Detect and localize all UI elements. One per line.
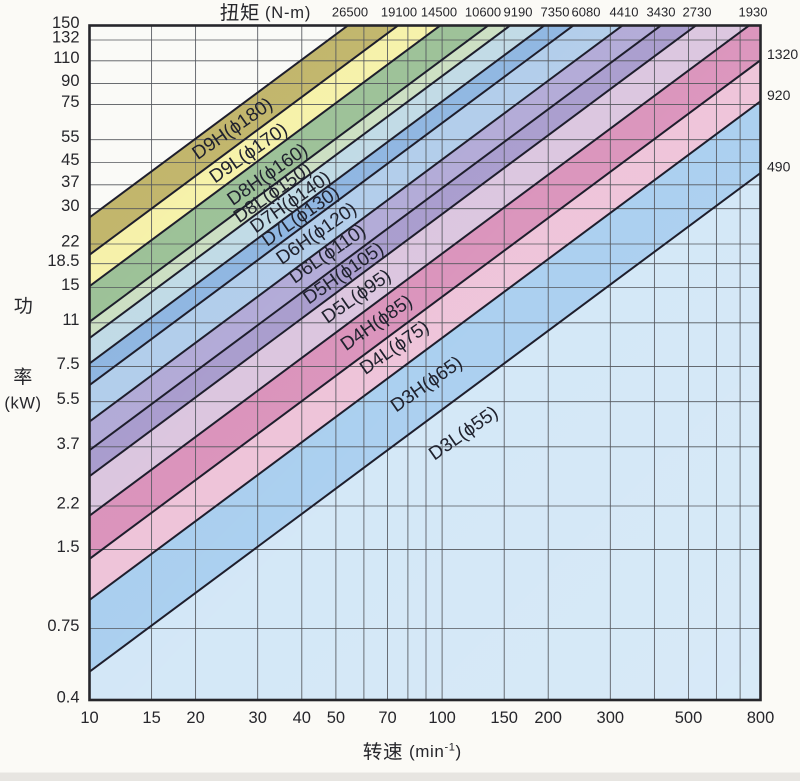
svg-text:10: 10 — [80, 709, 98, 727]
svg-text:1320: 1320 — [767, 46, 798, 62]
svg-text:7350: 7350 — [541, 5, 570, 20]
svg-text:920: 920 — [767, 87, 791, 103]
svg-text:75: 75 — [61, 93, 79, 111]
svg-text:100: 100 — [428, 709, 456, 727]
svg-text:4410: 4410 — [610, 5, 639, 20]
svg-text:11: 11 — [62, 311, 79, 329]
svg-text:15: 15 — [61, 276, 79, 294]
svg-text:132: 132 — [52, 28, 80, 46]
svg-text:3.7: 3.7 — [57, 435, 80, 453]
svg-text:800: 800 — [747, 709, 775, 727]
svg-text:14500: 14500 — [421, 5, 457, 20]
svg-text:(kW): (kW) — [4, 395, 41, 413]
svg-text:(N-m): (N-m) — [265, 4, 311, 22]
svg-text:37: 37 — [61, 173, 79, 191]
svg-text:40: 40 — [293, 709, 311, 727]
svg-text:20: 20 — [186, 709, 204, 727]
svg-text:490: 490 — [767, 159, 791, 175]
svg-text:15: 15 — [142, 709, 160, 727]
svg-text:1930: 1930 — [739, 5, 768, 20]
svg-text:150: 150 — [52, 14, 80, 32]
svg-text:1.5: 1.5 — [57, 538, 80, 556]
svg-text:30: 30 — [61, 197, 79, 215]
svg-text:22: 22 — [61, 232, 79, 250]
svg-text:55: 55 — [61, 128, 79, 146]
svg-text:200: 200 — [534, 709, 562, 727]
svg-text:26500: 26500 — [332, 5, 368, 20]
svg-text:0.75: 0.75 — [47, 617, 79, 635]
svg-text:300: 300 — [597, 709, 625, 727]
svg-text:2730: 2730 — [683, 5, 712, 20]
svg-text:45: 45 — [61, 151, 79, 169]
svg-text:110: 110 — [53, 49, 79, 67]
svg-text:9190: 9190 — [504, 5, 533, 20]
svg-text:3430: 3430 — [647, 5, 676, 20]
svg-text:50: 50 — [327, 709, 345, 727]
svg-text:500: 500 — [675, 709, 703, 727]
svg-text:70: 70 — [378, 709, 396, 727]
svg-text:18.5: 18.5 — [47, 252, 79, 270]
svg-text:19100: 19100 — [381, 5, 417, 20]
svg-text:90: 90 — [61, 72, 79, 90]
svg-text:6080: 6080 — [572, 5, 601, 20]
svg-text:5.5: 5.5 — [57, 390, 80, 408]
svg-text:2.2: 2.2 — [57, 494, 80, 512]
svg-text:30: 30 — [249, 709, 267, 727]
svg-text:10600: 10600 — [465, 5, 501, 20]
svg-text:7.5: 7.5 — [57, 355, 80, 373]
svg-text:150: 150 — [490, 709, 518, 727]
svg-text:0.4: 0.4 — [57, 688, 80, 706]
